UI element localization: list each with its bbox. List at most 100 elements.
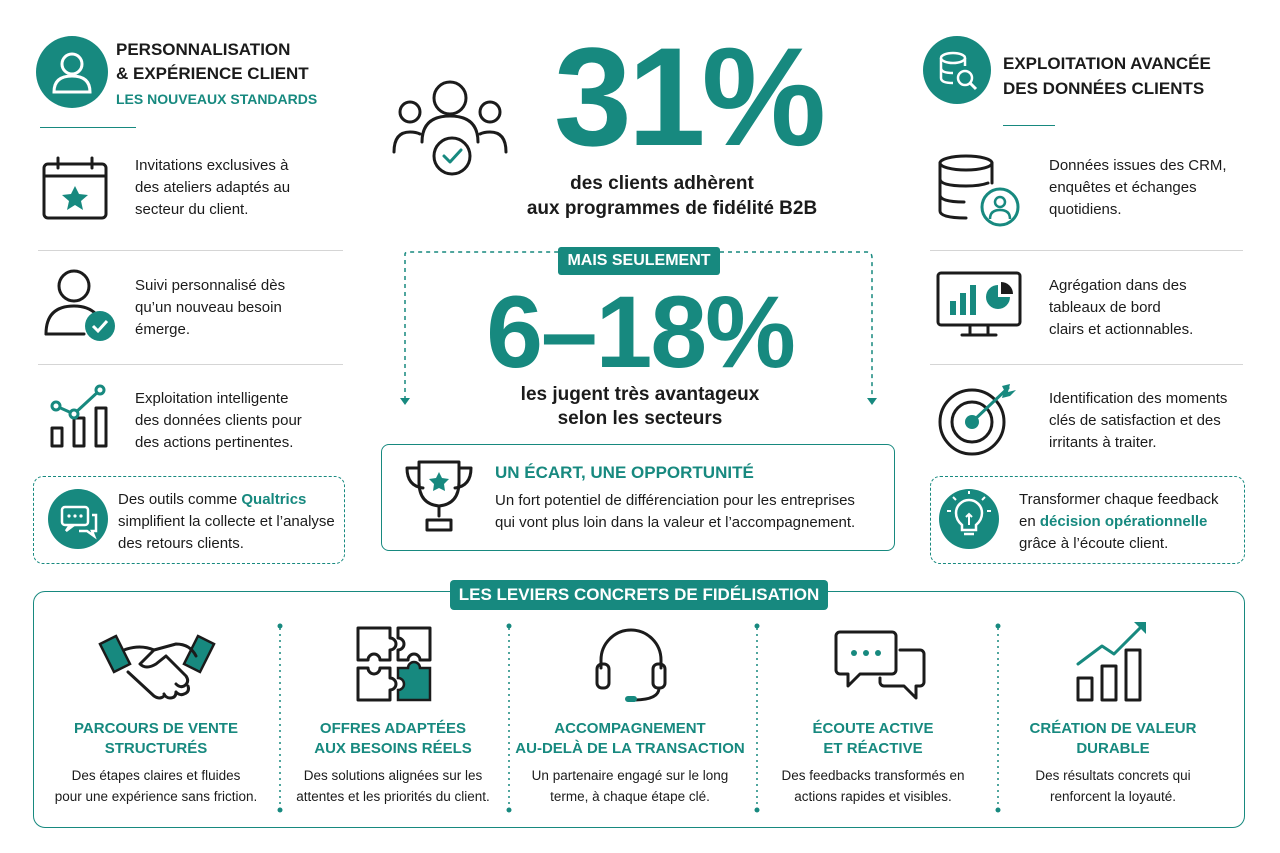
user-check-icon	[44, 269, 115, 341]
stat-main: 31%	[554, 22, 956, 172]
item-text: clairs et actionnables.	[1049, 321, 1194, 338]
icon-part	[1134, 622, 1146, 634]
divider	[38, 250, 343, 251]
icon-part	[396, 660, 432, 702]
icon-part	[356, 626, 432, 702]
item-text: clés de satisfaction et des	[1049, 412, 1221, 429]
item-text: Suivi personnalisé dès	[135, 277, 286, 294]
icon-part	[91, 319, 109, 334]
analytics-icon	[50, 384, 108, 448]
icon-part	[60, 505, 90, 527]
note-text: en décision opérationnelle	[1019, 511, 1207, 533]
item-text: Exploitation intelligente	[135, 390, 289, 407]
icon-part	[73, 514, 77, 518]
lever-text: attentes et les priorités du client.	[296, 789, 490, 804]
icon-part	[965, 512, 973, 525]
icon-part	[79, 514, 83, 518]
badge: MAIS SEULEMENT	[558, 247, 720, 275]
icon-part	[956, 69, 974, 87]
note-text: Des outils comme Qualtrics	[118, 489, 306, 511]
icon-part	[429, 472, 449, 491]
icon-part	[72, 416, 86, 448]
item-text: secteur du client.	[135, 201, 249, 218]
people-icon	[392, 80, 508, 176]
dashed-bracket	[400, 251, 877, 405]
icon-part	[279, 628, 999, 808]
icon-part	[960, 323, 998, 337]
divider	[930, 250, 1243, 251]
calendar-icon	[42, 156, 108, 220]
icon-part	[986, 285, 1010, 309]
icon-part	[50, 426, 64, 448]
opportunity-box	[381, 444, 895, 551]
icon-part	[392, 130, 422, 154]
note-text-part: Des outils comme	[118, 491, 242, 508]
section-title: PERSONNALISATION	[116, 40, 291, 59]
icon-part	[625, 696, 637, 702]
icon-part	[68, 408, 80, 420]
lever-title: OFFRES ADAPTÉES	[319, 720, 467, 737]
dashboard-icon	[936, 271, 1022, 337]
icon-part	[950, 301, 956, 315]
icon-part	[42, 162, 108, 220]
icon-part	[1100, 664, 1118, 702]
icon-part	[85, 311, 115, 341]
lever-title: PARCOURS DE VENTE	[74, 720, 238, 737]
icon-part	[960, 293, 966, 315]
database-user-icon	[938, 154, 1020, 227]
icon-part	[939, 58, 967, 85]
icon-part	[968, 81, 978, 91]
icon-part	[851, 650, 857, 656]
item-text: qu’un nouveau besoin	[135, 299, 282, 316]
lightbulb-icon	[939, 489, 999, 549]
note-text: grâce à l’écoute client.	[1019, 535, 1169, 552]
icon-part	[478, 130, 508, 154]
icon-part	[506, 807, 512, 813]
icon-part	[57, 269, 91, 303]
icon-part	[432, 80, 468, 116]
icon-part	[398, 100, 422, 124]
icon-part	[425, 504, 453, 532]
icon-part	[506, 623, 512, 629]
stat-caption: aux programmes de fidélité B2B	[526, 198, 818, 219]
opportunity-title: UN ÉCART, UNE OPPORTUNITÉ	[495, 463, 754, 482]
icon-part	[954, 498, 984, 536]
note-text-part: en	[1019, 513, 1040, 530]
puzzle-icon	[356, 626, 432, 702]
speech-icon	[834, 630, 926, 700]
icon-part	[947, 491, 991, 512]
icon-part	[599, 628, 663, 670]
levers-title: LES LEVIERS CONCRETS DE FIDÉLISATION	[450, 580, 828, 610]
opportunity-text: Un fort potentiel de différenciation pou…	[495, 492, 855, 509]
item-text: Invitations exclusives à	[135, 157, 289, 174]
note-text: des retours clients.	[118, 535, 244, 552]
icon-part	[936, 271, 1022, 327]
lever-text: Des feedbacks transformés en	[781, 768, 965, 783]
handshake-icon	[98, 634, 216, 700]
icon-part	[995, 623, 1001, 629]
icon-part	[970, 285, 976, 315]
lever-title: STRUCTURÉS	[104, 740, 208, 757]
icon-part	[79, 513, 98, 540]
note-box	[930, 476, 1245, 564]
item-text: des actions pertinentes.	[135, 434, 294, 451]
opportunity-text: qui vont plus loin dans la valeur et l’a…	[495, 514, 856, 531]
lever-text: Des étapes claires et fluides	[71, 768, 241, 783]
icon-part	[1076, 676, 1094, 702]
icon-part	[875, 650, 881, 656]
icon-part	[595, 662, 611, 690]
icon-part	[938, 161, 994, 220]
header-icon	[923, 36, 991, 104]
icon-part	[970, 386, 1010, 424]
stat-caption: les jugent très avantageux	[520, 384, 760, 405]
icon-part	[277, 807, 283, 813]
icon-part	[834, 630, 898, 688]
icon-part	[631, 686, 661, 702]
section-title: EXPLOITATION AVANCÉE	[1003, 54, 1211, 73]
icon-part	[44, 304, 98, 336]
icon-part	[60, 52, 84, 76]
icon-part	[94, 384, 106, 396]
icon-part	[1001, 282, 1013, 294]
item-text: enquêtes et échanges	[1049, 179, 1197, 196]
